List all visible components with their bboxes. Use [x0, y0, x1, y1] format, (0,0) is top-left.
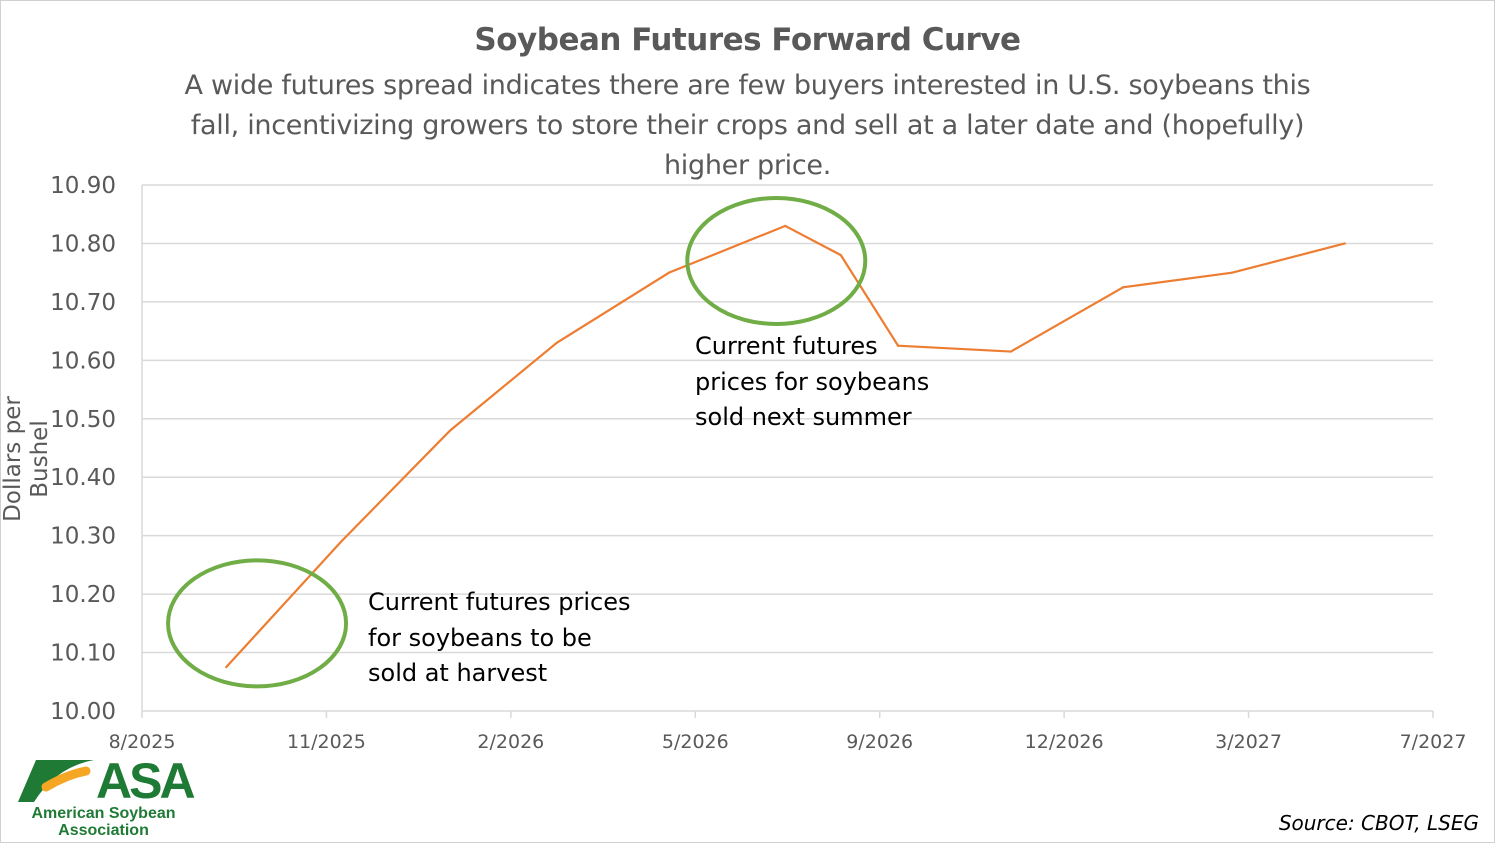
- data-point: [1122, 286, 1125, 289]
- x-tick-label: 3/2027: [1215, 731, 1282, 753]
- annotation-line: Current futures prices: [368, 588, 631, 616]
- logo-mark: ASA: [96, 753, 196, 809]
- chart-subtitle: A wide futures spread indicates there ar…: [184, 70, 1311, 181]
- y-tick-label: 10.40: [50, 465, 116, 491]
- data-point: [667, 271, 671, 274]
- y-tick-label: 10.10: [50, 641, 116, 667]
- annotation-line: Current futures: [695, 332, 878, 360]
- y-tick-label: 10.60: [50, 348, 116, 374]
- x-tick-label: 12/2026: [1025, 731, 1104, 753]
- y-tick-label: 10.30: [50, 524, 116, 550]
- annotation-line: sold at harvest: [368, 659, 548, 687]
- x-tick-label: 11/2025: [287, 731, 366, 753]
- annotation-circle: [685, 195, 868, 326]
- data-point: [1230, 271, 1234, 274]
- data-point: [449, 429, 452, 432]
- annotation-line: for soybeans to be: [368, 623, 592, 652]
- data-point: [839, 254, 842, 257]
- data-point: [784, 224, 787, 228]
- data-point: [225, 666, 228, 669]
- data-point: [896, 344, 900, 347]
- y-tick-label: 10.70: [50, 290, 116, 316]
- annotation-line: prices for soybeans: [695, 367, 930, 396]
- annotation-circle: [166, 558, 349, 689]
- data-point: [1343, 242, 1346, 245]
- y-tick-label: 10.90: [50, 173, 116, 199]
- y-tick-label: 10.00: [50, 699, 116, 725]
- x-tick-label: 5/2026: [662, 731, 729, 753]
- annotation-line: sold next summer: [695, 403, 912, 431]
- chart-title: Soybean Futures Forward Curve: [474, 22, 1021, 58]
- y-tick-label: 10.80: [50, 231, 116, 257]
- asa-logo: ASA American Soybean Association: [16, 753, 196, 841]
- source-note: Source: CBOT, LSEG: [1278, 811, 1479, 835]
- annotation-harvest: Current futures prices for soybeans to b…: [368, 585, 631, 692]
- logo-name-line2: Association: [58, 822, 149, 839]
- data-point: [340, 540, 343, 543]
- annotation-summer: Current futures prices for soybeans sold…: [695, 329, 929, 436]
- data-point: [555, 341, 558, 344]
- x-tick-label: 8/2025: [109, 731, 176, 753]
- y-tick-label: 10.50: [50, 407, 116, 433]
- x-tick-label: 2/2026: [477, 731, 544, 753]
- data-point: [1009, 350, 1012, 353]
- y-tick-label: 10.20: [50, 582, 116, 608]
- series-line: [225, 224, 1346, 668]
- x-tick-label: 9/2026: [846, 731, 913, 753]
- logo-swoosh-icon: [18, 760, 94, 802]
- x-tick-label: 7/2027: [1400, 731, 1467, 753]
- logo-name-line1: American Soybean: [31, 805, 176, 822]
